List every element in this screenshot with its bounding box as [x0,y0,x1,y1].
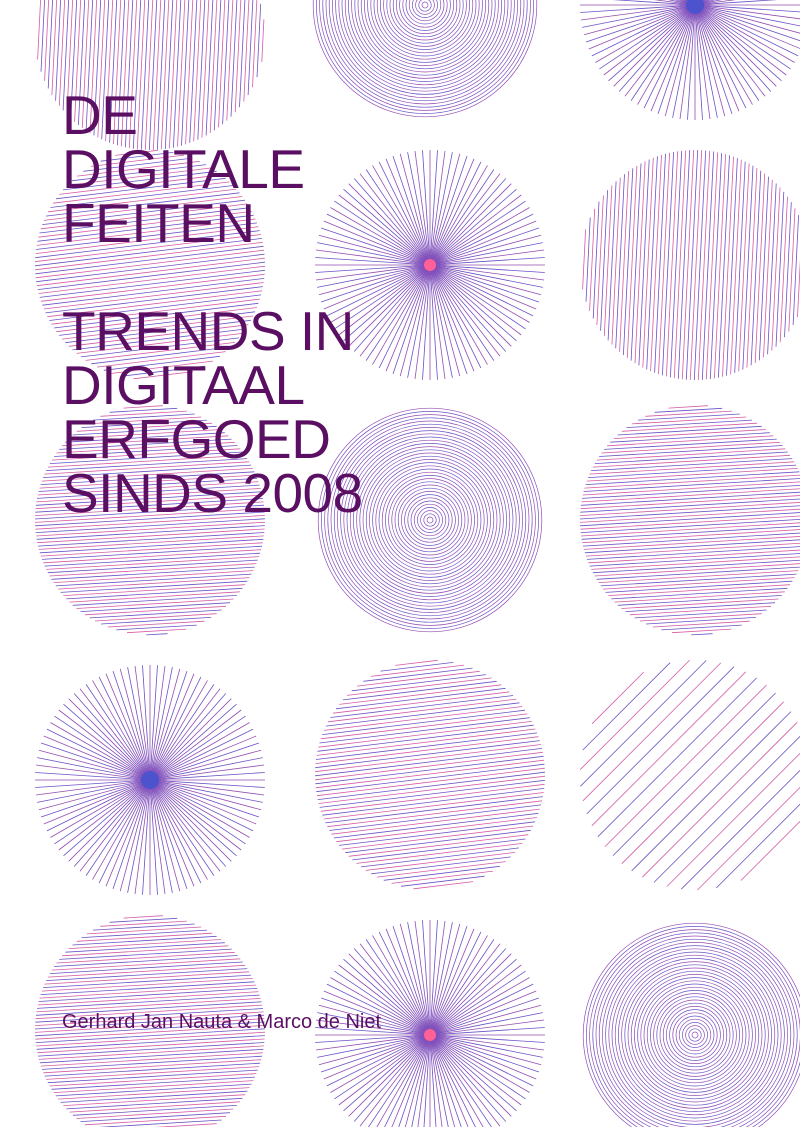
pattern-circle-horizontal [579,405,800,636]
pattern-circle-diagonal [34,149,266,380]
pattern-circle-horizontal [34,405,266,636]
pattern-circle-vertical [582,149,800,381]
title-line-1: DE [62,84,138,146]
title-spacer [62,250,363,304]
title-line-3: FEITEN [62,192,255,254]
authors: Gerhard Jan Nauta & Marco de Niet [62,1011,382,1033]
pattern-circle-diagonal [579,659,800,891]
pattern-circle-diagonal [314,659,546,890]
pattern-circle-radial [35,665,265,895]
subtitle-line-1: TRENDS IN [62,300,354,362]
pattern-circle-radial [580,0,800,120]
subtitle-line-3: ERFGOED [62,408,331,470]
pattern-circle-concentric [317,407,543,633]
subtitle-line-2: DIGITAAL [62,354,305,416]
subtitle-line-4: SINDS 2008 [62,462,363,524]
pattern-circle-radial [315,150,545,380]
pattern-circle-concentric [312,0,538,118]
pattern-circle-horizontal [34,915,266,1127]
pattern-circle-concentric [582,922,800,1127]
cover-title-block: DE DIGITALE FEITEN TRENDS IN DIGITAAL ER… [62,84,363,524]
pattern-circle-radial [315,920,545,1127]
pattern-circle-vertical [37,0,265,151]
title-line-2: DIGITALE [62,138,305,200]
